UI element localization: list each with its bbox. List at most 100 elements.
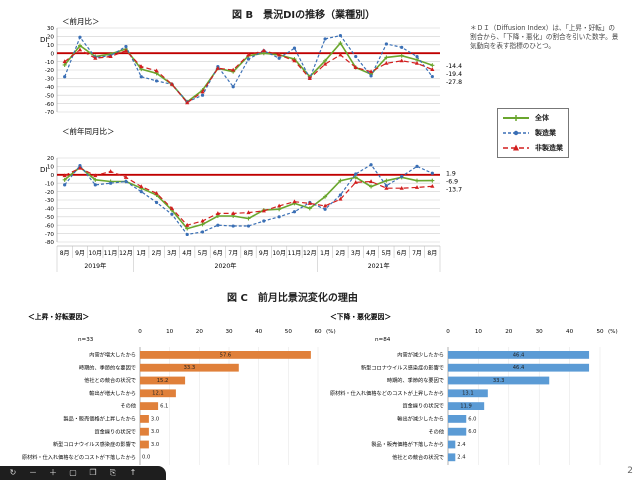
bar-category-0-8: 原材料・仕入れ価格などのコストが下落したから: [22, 453, 136, 461]
rotate-icon[interactable]: ↻: [9, 468, 17, 477]
y-tick-1-8: -60: [45, 223, 55, 229]
x-tick-23: 7月: [412, 250, 422, 257]
copy-icon[interactable]: ❐: [89, 468, 97, 477]
point-1-1-13: [262, 219, 266, 223]
x-tick-8: 4月: [182, 250, 192, 257]
bar-0-7: [140, 440, 149, 449]
zoom-out-icon[interactable]: －: [29, 468, 37, 477]
point-1-0-16: [307, 206, 312, 211]
point-1-0-21: [384, 178, 389, 183]
bar-x-tick-1-4: 40: [566, 329, 574, 335]
chart-subtitle-1: ＜前年同月比＞: [62, 126, 115, 136]
point-0-1-15: [292, 46, 297, 50]
bar-value-0-5: 3.0: [151, 416, 159, 422]
end-label-1-0: 1.9: [446, 171, 456, 178]
point-1-0-0: [62, 177, 67, 182]
point-0-2-13: [261, 48, 266, 53]
legend-label-total: 全体: [535, 114, 549, 122]
point-0-2-0: [62, 59, 67, 64]
di-footnote: ＊ＤＩ（Diffusion Index）は、「上昇・好転」の割合から、「下降・悪…: [470, 24, 619, 50]
point-1-0-18: [338, 178, 343, 183]
point-1-2-23: [414, 185, 420, 189]
y-tick-0-3: 0: [50, 51, 54, 57]
y-tick-1-3: -10: [45, 181, 55, 187]
y-tick-0-7: -40: [45, 85, 55, 91]
bar-x-tick-1-5: 50: [596, 329, 604, 335]
x-tick-14: 10月: [272, 250, 286, 257]
point-1-0-8: [185, 226, 190, 231]
point-1-2-9: [200, 218, 205, 223]
y-tick-0-9: -60: [45, 102, 55, 108]
point-0-2-21: [384, 60, 389, 65]
bar-value-1-4: 11.9: [460, 404, 472, 410]
point-0-2-8: [185, 100, 190, 105]
bar-category-0-5: 製品・販売価格が上昇したから: [63, 415, 136, 423]
x-tick-24: 8月: [427, 250, 437, 257]
point-1-2-18: [338, 196, 343, 201]
point-1-1-12: [246, 224, 251, 228]
point-0-2-20: [368, 69, 374, 74]
bar-value-1-8: 2.4: [457, 455, 466, 461]
bar-category-1-3: 原材料・仕入れ価格などのコストが上昇したから: [330, 389, 444, 397]
zoom-in-icon[interactable]: ＋: [49, 468, 57, 477]
bar-subtitle-0: ＜上昇・好転要因＞: [28, 312, 89, 321]
point-1-0-17: [323, 194, 328, 199]
point-0-2-5: [139, 64, 144, 69]
y-tick-1-5: -30: [45, 198, 55, 204]
point-0-0-21: [384, 55, 389, 60]
page-icon[interactable]: ▢: [69, 468, 77, 477]
point-0-1-14: [277, 56, 281, 60]
point-0-1-20: [369, 74, 373, 78]
y-tick-0-5: -20: [45, 68, 55, 74]
end-label-1-1: -6.9: [446, 179, 458, 186]
bar-1-7: [448, 440, 456, 449]
bar-x-tick-0-4: 40: [255, 329, 263, 335]
chart-subtitle-0: ＜前月比＞: [62, 16, 100, 26]
bar-x-tick-1-0: 0: [446, 329, 450, 335]
bar-x-tick-1-1: 10: [475, 329, 483, 335]
bar-category-1-1: 新型コロナウイルス感染症の影響で: [361, 363, 444, 371]
bar-category-0-2: 他社との競合の状況で: [84, 376, 136, 384]
point-0-1-21: [384, 42, 388, 46]
point-0-2-11: [231, 67, 236, 72]
bar-category-0-7: 新型コロナウイルス感染症の影響で: [53, 440, 136, 448]
point-0-1-12: [246, 57, 251, 61]
bar-1-1: [448, 363, 590, 372]
point-0-1-1: [78, 35, 82, 39]
bar-category-1-0: 内需が減少したから: [397, 351, 444, 359]
point-1-1-8: [185, 232, 189, 237]
bar-x-tick-1-2: 20: [505, 329, 513, 335]
point-1-2-19: [353, 180, 358, 184]
point-1-1-6: [154, 200, 159, 205]
point-1-0-9: [200, 222, 205, 227]
y-tick-0-8: -50: [45, 93, 55, 99]
upload-icon[interactable]: ↑: [129, 468, 137, 477]
point-1-1-10: [216, 223, 220, 227]
point-1-2-16: [307, 201, 312, 205]
point-1-1-15: [292, 210, 297, 214]
bar-value-0-3: 12.1: [152, 391, 164, 397]
y-tick-1-10: -80: [45, 240, 55, 246]
point-1-2-11: [231, 211, 236, 215]
bar-x-tick-1-3: 30: [536, 329, 544, 335]
end-label-0-0: -14.4: [446, 63, 462, 70]
bar-category-1-8: 他社との競合の状況で: [392, 453, 444, 461]
point-1-1-21: [384, 184, 388, 188]
y-tick-0-2: 10: [47, 43, 55, 49]
pdf-viewer-toolbar: ↻ － ＋ ▢ ❐ ⎘ ↑: [0, 466, 166, 480]
point-1-1-20: [369, 163, 373, 167]
bar-0-0: [140, 351, 311, 359]
x-tick-12: 8月: [244, 250, 254, 257]
x-tick-22: 6月: [397, 250, 407, 257]
point-0-1-22: [400, 45, 404, 49]
point-0-2-7: [169, 81, 174, 86]
bar-x-tick-0-0: 0: [138, 329, 142, 335]
point-0-0-1: [77, 43, 82, 48]
point-0-2-17: [323, 61, 328, 66]
point-0-2-14: [277, 52, 282, 57]
legend-item-total: 全体: [502, 112, 549, 124]
point-1-1-11: [231, 224, 235, 228]
point-1-2-2: [93, 173, 98, 178]
share-icon[interactable]: ⎘: [109, 468, 117, 477]
